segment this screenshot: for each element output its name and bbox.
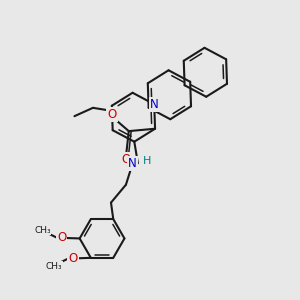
- Text: CH₃: CH₃: [45, 262, 62, 271]
- Text: H: H: [143, 156, 151, 166]
- Text: N: N: [150, 98, 159, 111]
- Text: N: N: [128, 157, 137, 170]
- Text: O: O: [57, 231, 66, 244]
- Text: O: O: [68, 252, 78, 265]
- Text: CH₃: CH₃: [34, 226, 51, 235]
- Text: O: O: [107, 108, 117, 121]
- Text: O: O: [122, 153, 131, 166]
